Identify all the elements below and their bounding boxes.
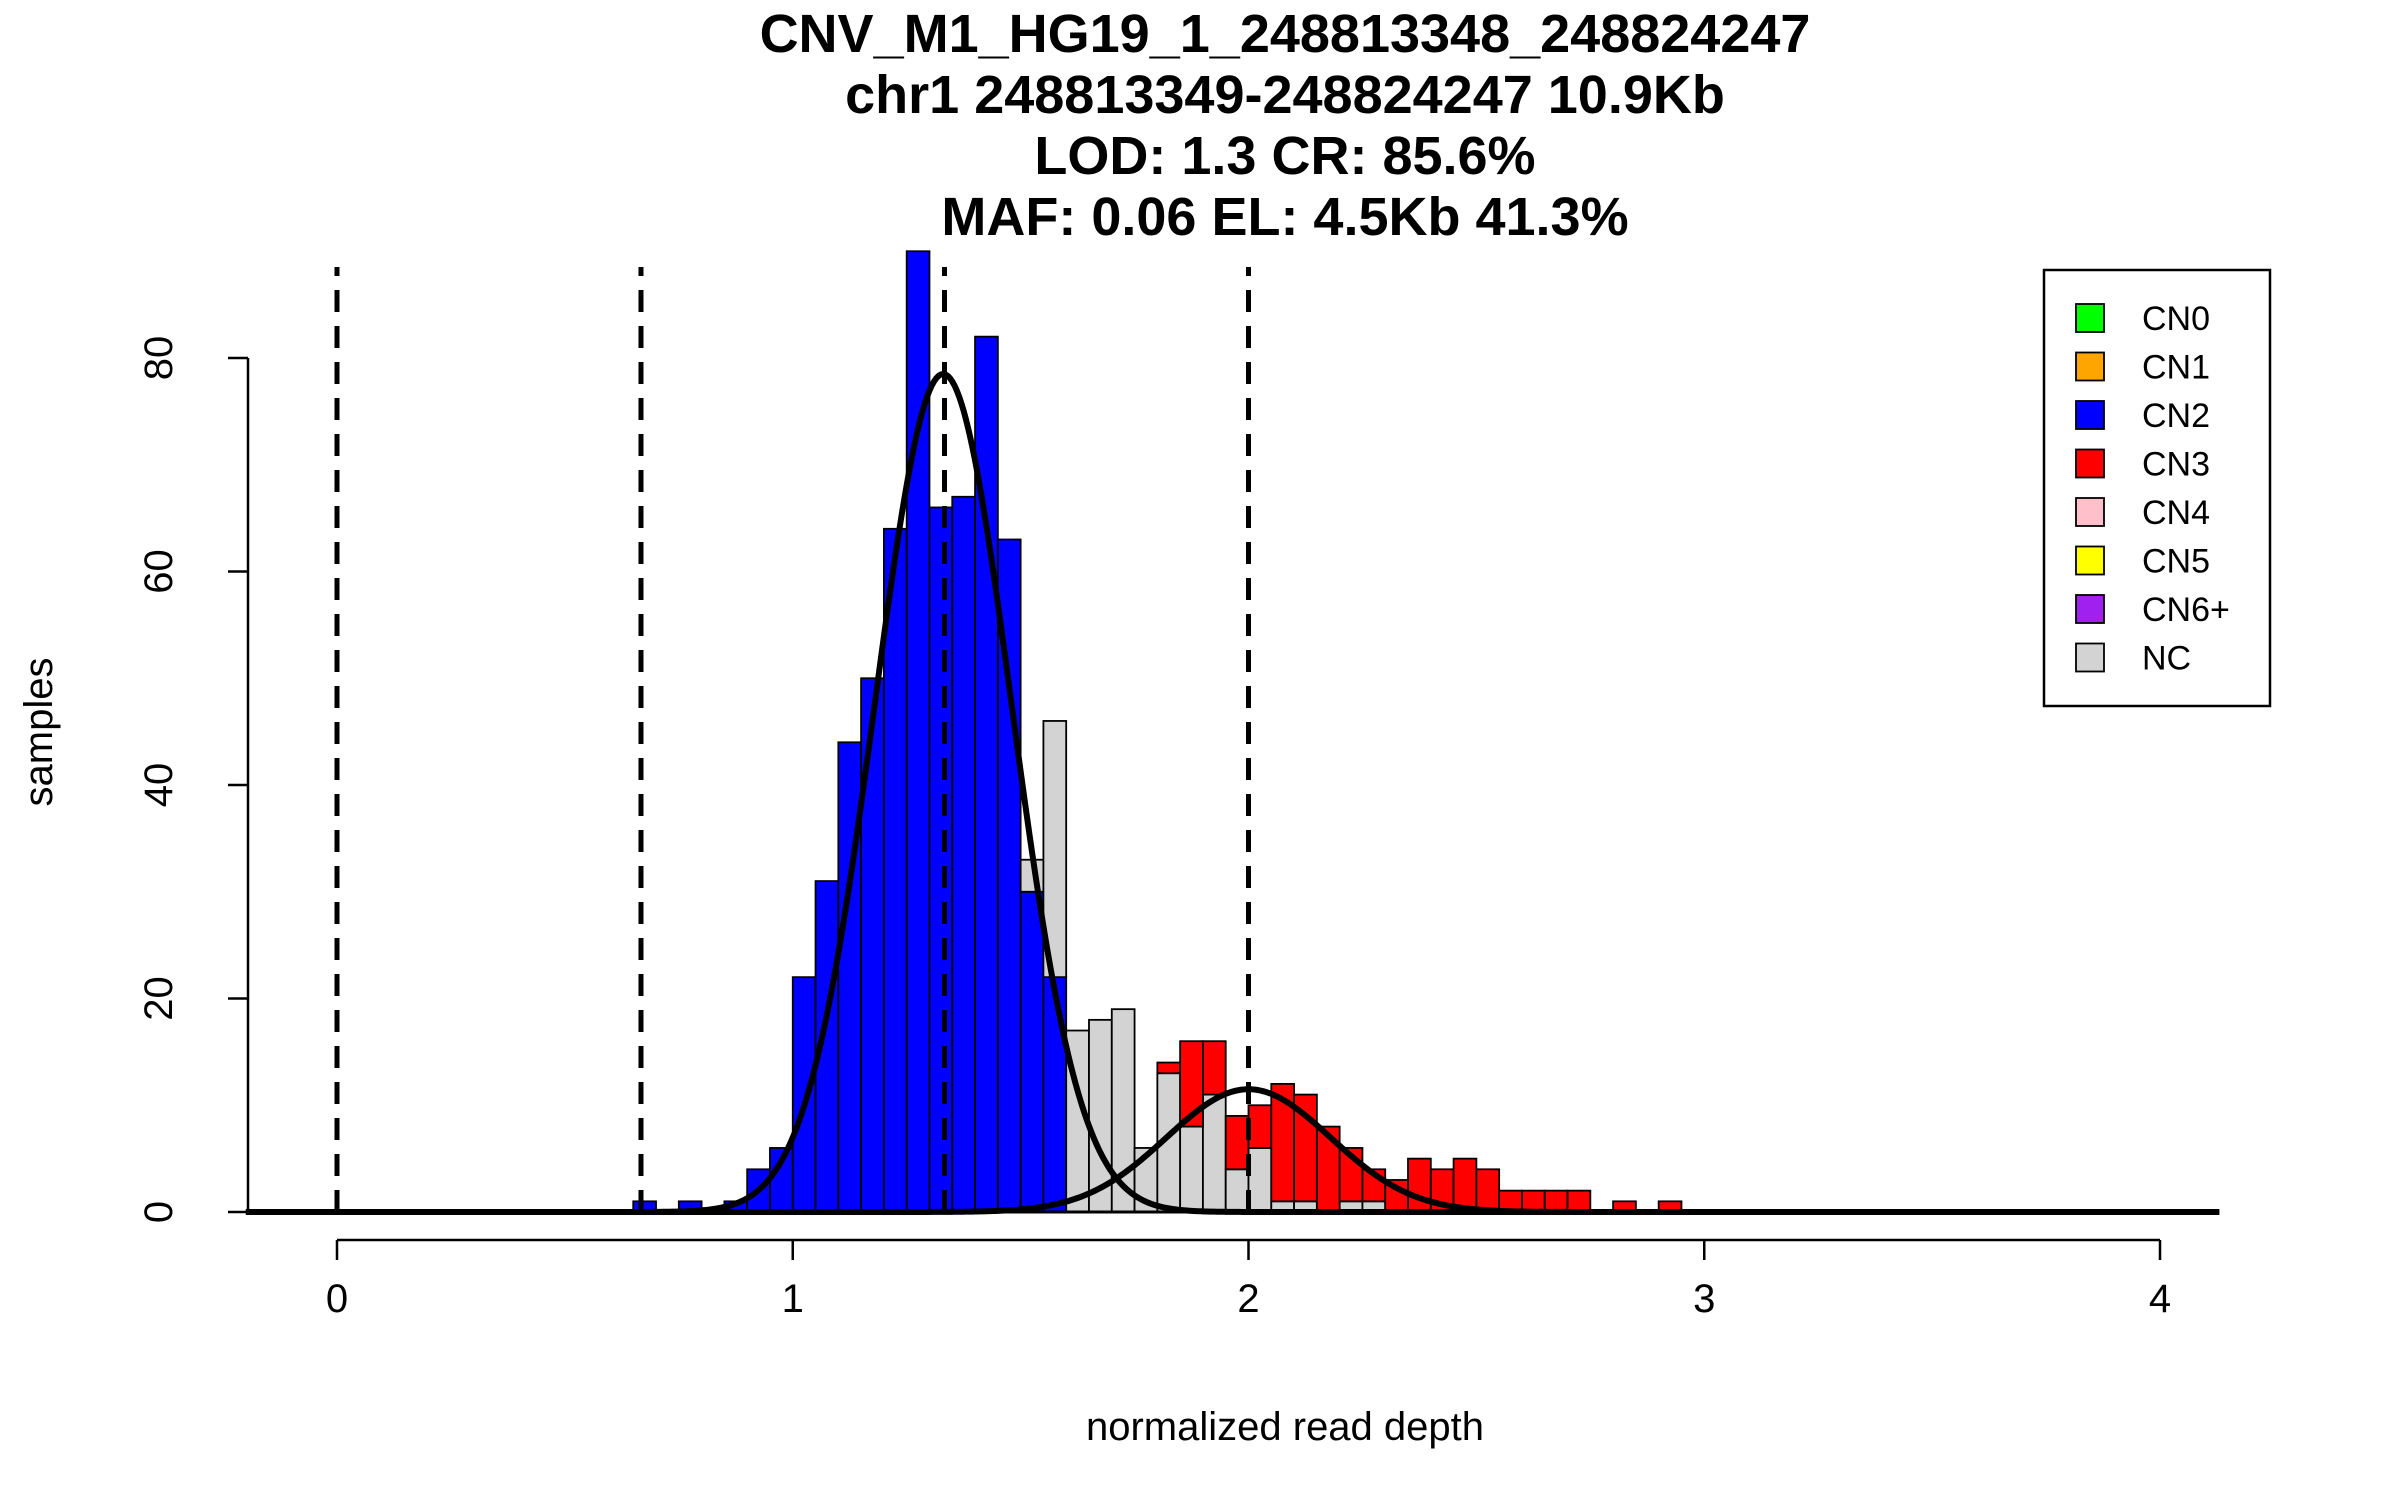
threshold-lines <box>334 267 1251 1212</box>
histogram-bar-cn2 <box>928 506 954 1213</box>
histogram-bar-cn3 <box>1247 1104 1273 1149</box>
histogram-bar-cn2 <box>1042 976 1068 1213</box>
legend-label-cn6+: CN6+ <box>2142 591 2230 629</box>
x-tick-label: 2 <box>1237 1277 1259 1321</box>
x-axis: 0 1 2 3 4 <box>326 1238 2171 1321</box>
legend: CN0 CN1 CN2 CN3 CN4 CN5 CN6+ NC <box>2042 268 2272 708</box>
histogram-bar-cn2 <box>1019 890 1045 1213</box>
legend-label-cn5: CN5 <box>2142 543 2210 581</box>
legend-swatch-cn6+ <box>2075 594 2105 624</box>
histogram-bar-cn3 <box>1202 1040 1227 1096</box>
legend-label-cn4: CN4 <box>2142 494 2210 532</box>
histogram-bar-nc <box>1224 1168 1250 1213</box>
legend-swatch-cn2 <box>2075 400 2105 430</box>
title-line-4: MAF: 0.06 EL: 4.5Kb 41.3% <box>941 187 1628 247</box>
density-curve-1 <box>245 370 2220 1215</box>
legend-label-cn3: CN3 <box>2142 446 2210 484</box>
legend-swatch-cn1 <box>2075 351 2105 382</box>
axes: 0 1 2 3 4 0 20 40 60 80 normalized read depth sa… <box>17 336 2220 1449</box>
x-tick-label: 0 <box>326 1277 348 1321</box>
histogram-bar-cn3 <box>1566 1189 1592 1213</box>
title-line-3: LOD: 1.3 CR: 85.6% <box>1034 126 1535 186</box>
y-tick-label: 60 <box>137 549 181 594</box>
legend-label-cn1: CN1 <box>2142 349 2210 387</box>
legend-box <box>2042 268 2272 708</box>
histogram-bar-cn3 <box>1475 1168 1501 1213</box>
histogram-bar-cn2 <box>951 495 976 1213</box>
legend-label-nc: NC <box>2142 640 2191 678</box>
legend-swatch-cn3 <box>2075 448 2105 479</box>
histogram-bar-cn3 <box>1407 1157 1432 1213</box>
x-tick-label: 4 <box>2149 1277 2171 1321</box>
histogram-bar-nc <box>1202 1093 1227 1213</box>
y-tick-label: 80 <box>137 336 181 381</box>
y-tick-label: 0 <box>137 1201 181 1223</box>
legend-swatch-cn5 <box>2075 545 2105 576</box>
title-line-1: CNV_M1_HG19_1_248813348_248824247 <box>760 4 1811 64</box>
histogram-bar-cn3 <box>1224 1115 1250 1171</box>
legend-swatch-nc <box>2075 642 2105 673</box>
histogram-bars <box>632 250 1683 1213</box>
x-tick-label: 1 <box>782 1277 804 1321</box>
legend-label-cn0: CN0 <box>2142 300 2210 338</box>
chart-title: CNV_M1_HG19_1_248813348_248824247 chr1 2… <box>760 4 1811 247</box>
histogram-bar-nc <box>1179 1125 1204 1213</box>
y-axis: 0 20 40 60 80 <box>137 336 250 1223</box>
title-line-2: chr1 248813349-248824247 10.9Kb <box>845 65 1725 125</box>
histogram-bar-cn3 <box>1543 1189 1569 1213</box>
density-curves <box>245 370 2220 1215</box>
legend-label-cn2: CN2 <box>2142 397 2210 435</box>
legend-swatch-cn0 <box>2075 303 2105 333</box>
y-tick-label: 40 <box>137 763 181 808</box>
legend-swatch-cn4 <box>2075 497 2105 527</box>
histogram-bar-nc <box>1247 1147 1273 1213</box>
y-axis-label: samples <box>17 658 61 807</box>
x-tick-label: 3 <box>1693 1277 1715 1321</box>
histogram-bar-cn3 <box>1452 1157 1478 1213</box>
histogram-bar-cn2 <box>791 976 817 1213</box>
y-tick-label: 20 <box>137 976 181 1021</box>
histogram-bar-cn3 <box>1156 1061 1182 1075</box>
x-axis-label: normalized read depth <box>1086 1405 1484 1449</box>
